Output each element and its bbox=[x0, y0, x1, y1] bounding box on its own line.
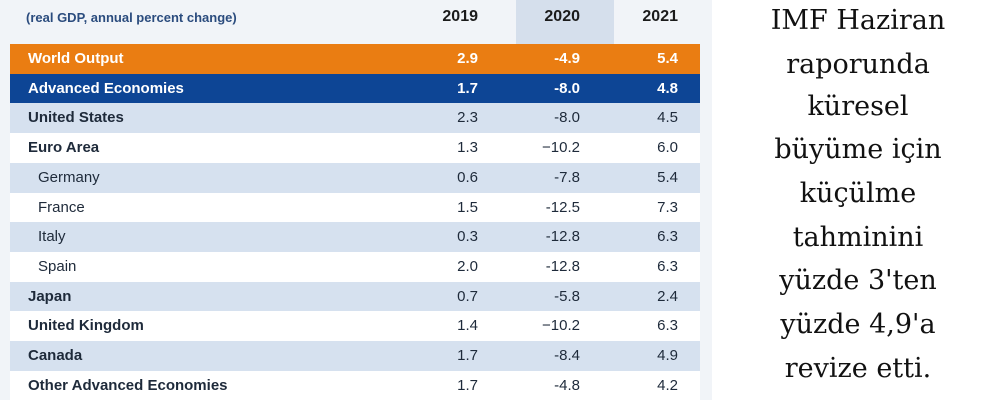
value-cell-2020: −10.2 bbox=[542, 139, 580, 157]
table-row: Euro Area 1.3 −10.2 6.0 bbox=[10, 133, 700, 164]
value-cell-2021: 2.4 bbox=[657, 287, 678, 305]
caption-line: küresel bbox=[807, 91, 909, 122]
caption-line: revize etti. bbox=[784, 353, 932, 384]
value-cell-2020: -4.8 bbox=[554, 376, 580, 394]
row-label: Japan bbox=[28, 287, 72, 305]
table-row: Canada 1.7 -8.4 4.9 bbox=[10, 341, 700, 371]
table-row: France 1.5 -12.5 7.3 bbox=[10, 192, 700, 223]
value-cell-2019: 1.7 bbox=[457, 347, 478, 364]
table-row: Germany 0.6 -7.8 5.4 bbox=[10, 162, 700, 193]
value-cell-2021: 6.3 bbox=[657, 317, 678, 335]
table-row: Spain 2.0 -12.8 6.3 bbox=[10, 251, 700, 282]
column-header-2019: 2019 bbox=[442, 8, 478, 25]
value-cell-2020: -12.8 bbox=[545, 257, 580, 275]
value-cell-2019: 0.3 bbox=[457, 228, 478, 246]
row-label: World Output bbox=[28, 50, 124, 67]
caption-line: yüzde 3'ten bbox=[779, 265, 937, 296]
table-row: United States 2.3 -8.0 4.5 bbox=[10, 103, 700, 134]
caption-text: IMF Haziran raporunda küresel büyüme içi… bbox=[722, 0, 994, 400]
row-label: France bbox=[38, 198, 85, 216]
gdp-growth-table: (real GDP, annual percent change) 2019 2… bbox=[0, 0, 712, 401]
value-cell-2021: 4.8 bbox=[657, 79, 678, 97]
value-cell-2019: 1.4 bbox=[457, 317, 478, 335]
caption-line: büyüme için bbox=[774, 134, 942, 165]
row-label: Canada bbox=[28, 347, 83, 364]
value-cell-2021: 4.5 bbox=[657, 109, 678, 127]
value-cell-2021: 7.3 bbox=[657, 198, 678, 216]
value-cell-2019: 2.9 bbox=[457, 50, 478, 67]
value-cell-2020: -12.8 bbox=[545, 228, 580, 246]
row-label: Euro Area bbox=[28, 139, 100, 157]
row-label: Italy bbox=[38, 228, 66, 246]
row-label: Advanced Economies bbox=[28, 79, 184, 97]
row-label: Other Advanced Economies bbox=[28, 376, 228, 394]
column-header-2020: 2020 bbox=[544, 8, 580, 25]
value-cell-2019: 1.7 bbox=[457, 79, 478, 97]
value-cell-2020: -4.9 bbox=[554, 50, 580, 67]
table-row: United Kingdom 1.4 −10.2 6.3 bbox=[10, 311, 700, 342]
value-cell-2019: 0.7 bbox=[457, 287, 478, 305]
value-cell-2021: 6.3 bbox=[657, 257, 678, 275]
row-label: United Kingdom bbox=[28, 317, 144, 335]
value-cell-2020: -8.0 bbox=[554, 109, 580, 127]
caption-line: yüzde 4,9'a bbox=[780, 309, 936, 340]
table-subtitle: (real GDP, annual percent change) bbox=[26, 10, 237, 25]
caption-line: tahminini bbox=[792, 222, 924, 253]
caption-line: IMF Haziran bbox=[770, 5, 946, 36]
table-row: World Output 2.9 -4.9 5.4 bbox=[10, 44, 700, 74]
value-cell-2019: 0.6 bbox=[457, 168, 478, 186]
table-row: Italy 0.3 -12.8 6.3 bbox=[10, 222, 700, 253]
value-cell-2020: -8.0 bbox=[554, 79, 580, 97]
value-cell-2019: 2.0 bbox=[457, 257, 478, 275]
value-cell-2021: 5.4 bbox=[657, 168, 678, 186]
value-cell-2021: 4.2 bbox=[657, 376, 678, 394]
value-cell-2019: 2.3 bbox=[457, 109, 478, 127]
value-cell-2021: 4.9 bbox=[657, 347, 678, 364]
value-cell-2020: -7.8 bbox=[554, 168, 580, 186]
table-row: Other Advanced Economies 1.7 -4.8 4.2 bbox=[10, 370, 700, 401]
value-cell-2019: 1.7 bbox=[457, 376, 478, 394]
caption-line: raporunda bbox=[786, 49, 930, 80]
table-row: Advanced Economies 1.7 -8.0 4.8 bbox=[10, 73, 700, 104]
row-label: Spain bbox=[38, 257, 77, 275]
value-cell-2021: 6.0 bbox=[657, 139, 678, 157]
value-cell-2021: 5.4 bbox=[657, 50, 678, 67]
table-header: (real GDP, annual percent change) 2019 2… bbox=[0, 0, 712, 40]
value-cell-2020: −10.2 bbox=[542, 317, 580, 335]
row-label: Germany bbox=[38, 168, 100, 186]
value-cell-2020: -5.8 bbox=[554, 287, 580, 305]
value-cell-2021: 6.3 bbox=[657, 228, 678, 246]
value-cell-2020: -8.4 bbox=[554, 347, 580, 364]
column-header-2021: 2021 bbox=[642, 8, 678, 25]
value-cell-2019: 1.3 bbox=[457, 139, 478, 157]
caption-line: küçülme bbox=[799, 178, 917, 209]
row-label: United States bbox=[28, 109, 124, 127]
value-cell-2019: 1.5 bbox=[457, 198, 478, 216]
value-cell-2020: -12.5 bbox=[545, 198, 580, 216]
table-row: Japan 0.7 -5.8 2.4 bbox=[10, 281, 700, 312]
